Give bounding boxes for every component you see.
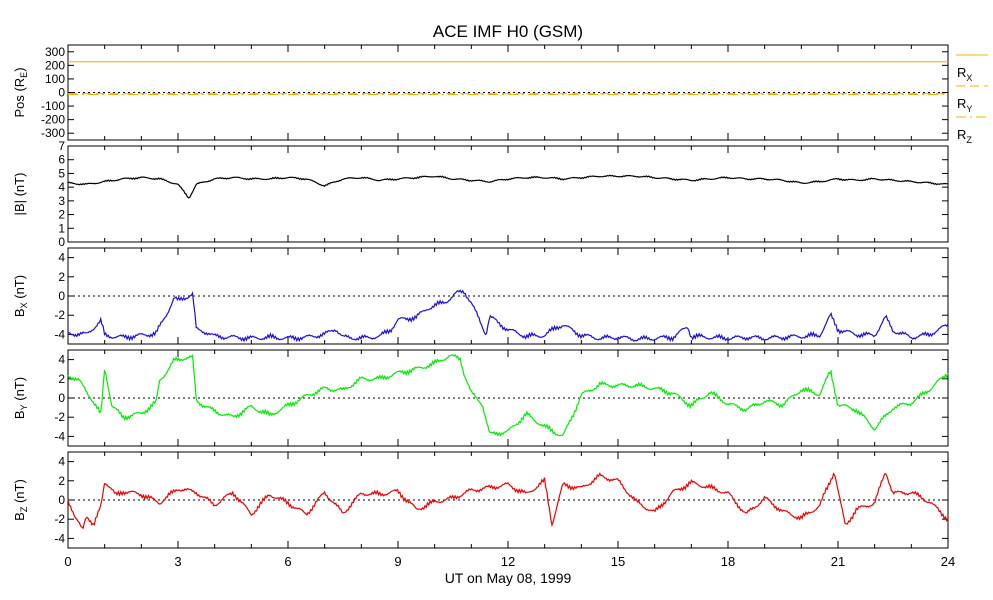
series-line-by-0 bbox=[67, 353, 949, 437]
y-axis-label: |B| (nT) bbox=[12, 173, 27, 216]
y-tick-label: 4 bbox=[58, 353, 65, 367]
y-axis-label-subscript: Y bbox=[19, 404, 29, 410]
y-axis-label-text: |B| (nT) bbox=[12, 173, 27, 216]
chart-title: ACE IMF H0 (GSM) bbox=[433, 22, 583, 41]
legend-label-text: R bbox=[957, 96, 966, 111]
x-tick-label: 9 bbox=[394, 554, 401, 569]
y-tick-label: 1 bbox=[58, 221, 65, 235]
y-tick-label: 2 bbox=[58, 474, 65, 488]
x-axis-label: UT on May 08, 1999 bbox=[445, 570, 572, 586]
y-axis-label: BX (nT) bbox=[12, 275, 29, 317]
y-axis-label-text-end: (nT) bbox=[12, 479, 27, 506]
series-line-bz-0 bbox=[67, 472, 949, 530]
series-line-bmag-0 bbox=[67, 174, 949, 199]
y-axis-label: Pos (RE) bbox=[12, 67, 29, 117]
y-tick-label: -2 bbox=[54, 308, 65, 322]
y-axis-label-text-end: (nT) bbox=[12, 275, 27, 302]
legend-label-subscript: Y bbox=[966, 104, 972, 114]
y-tick-label: -200 bbox=[41, 113, 65, 127]
y-axis-label-text: B bbox=[12, 308, 27, 317]
y-tick-label: 2 bbox=[58, 270, 65, 284]
y-tick-label: 5 bbox=[58, 166, 65, 180]
panel-bz: 4 2 0 -2 -4 BZ (nT) 0 3 6 9 12 15 18 21 24 bbox=[12, 451, 955, 569]
x-tick-label: 18 bbox=[721, 554, 735, 569]
y-tick-label: 2 bbox=[58, 372, 65, 386]
y-tick-label: 0 bbox=[58, 86, 65, 100]
x-tick-label: 24 bbox=[941, 554, 955, 569]
panel-bx: 4 2 0 -2 -4 BX (nT) bbox=[12, 247, 949, 345]
series-line-bx-0 bbox=[67, 289, 949, 343]
y-tick-label: 200 bbox=[45, 58, 65, 72]
y-tick-label: 6 bbox=[58, 153, 65, 167]
legend-label: RZ bbox=[957, 127, 972, 145]
y-tick-label: 4 bbox=[58, 455, 65, 469]
y-tick-label: 4 bbox=[58, 180, 65, 194]
y-axis-label-text: B bbox=[12, 410, 27, 419]
y-axis-label: BY (nT) bbox=[12, 377, 29, 419]
legend-label: RX bbox=[957, 65, 972, 83]
y-axis-label-text-end: (nT) bbox=[12, 377, 27, 404]
y-tick-label: 100 bbox=[45, 72, 65, 86]
x-tick-label: 21 bbox=[831, 554, 845, 569]
y-axis-label-text-end: ) bbox=[12, 67, 27, 71]
legend-label-subscript: X bbox=[966, 73, 972, 83]
y-tick-label: -100 bbox=[41, 99, 65, 113]
y-axis-label-text: B bbox=[12, 512, 27, 521]
x-tick-label: 15 bbox=[611, 554, 625, 569]
y-tick-label: 0 bbox=[58, 493, 65, 507]
y-axis-label-text: Pos (R bbox=[12, 78, 27, 118]
y-tick-label: 7 bbox=[58, 139, 65, 153]
y-tick-label: 4 bbox=[58, 251, 65, 265]
y-tick-label: -2 bbox=[54, 512, 65, 526]
y-tick-label: 3 bbox=[58, 194, 65, 208]
legend-label-text: R bbox=[957, 127, 966, 142]
y-tick-label: 0 bbox=[58, 289, 65, 303]
y-tick-label: 0 bbox=[58, 391, 65, 405]
y-tick-label: -4 bbox=[54, 327, 65, 341]
x-tick-label: 6 bbox=[284, 554, 291, 569]
y-axis-label-subscript: X bbox=[19, 302, 29, 308]
x-tick-label: 3 bbox=[174, 554, 181, 569]
y-tick-label: -300 bbox=[41, 126, 65, 140]
y-axis-label: BZ (nT) bbox=[12, 479, 29, 521]
x-tick-label: 0 bbox=[64, 554, 71, 569]
y-tick-label: 300 bbox=[45, 45, 65, 59]
y-axis-label-subscript: Z bbox=[19, 506, 29, 512]
y-tick-label: 2 bbox=[58, 208, 65, 222]
y-axis-label-subscript: E bbox=[19, 72, 29, 78]
legend-label: RY bbox=[957, 96, 972, 114]
panel-by: 4 2 0 -2 -4 BY (nT) bbox=[12, 349, 949, 447]
legend-label-subscript: Z bbox=[966, 135, 972, 145]
panel-frame bbox=[67, 145, 949, 243]
y-tick-label: -4 bbox=[54, 429, 65, 443]
legend-label-text: R bbox=[957, 65, 966, 80]
x-tick-label: 12 bbox=[501, 554, 515, 569]
y-tick-label: 0 bbox=[58, 235, 65, 249]
y-tick-label: -2 bbox=[54, 410, 65, 424]
y-tick-label: -4 bbox=[54, 531, 65, 545]
